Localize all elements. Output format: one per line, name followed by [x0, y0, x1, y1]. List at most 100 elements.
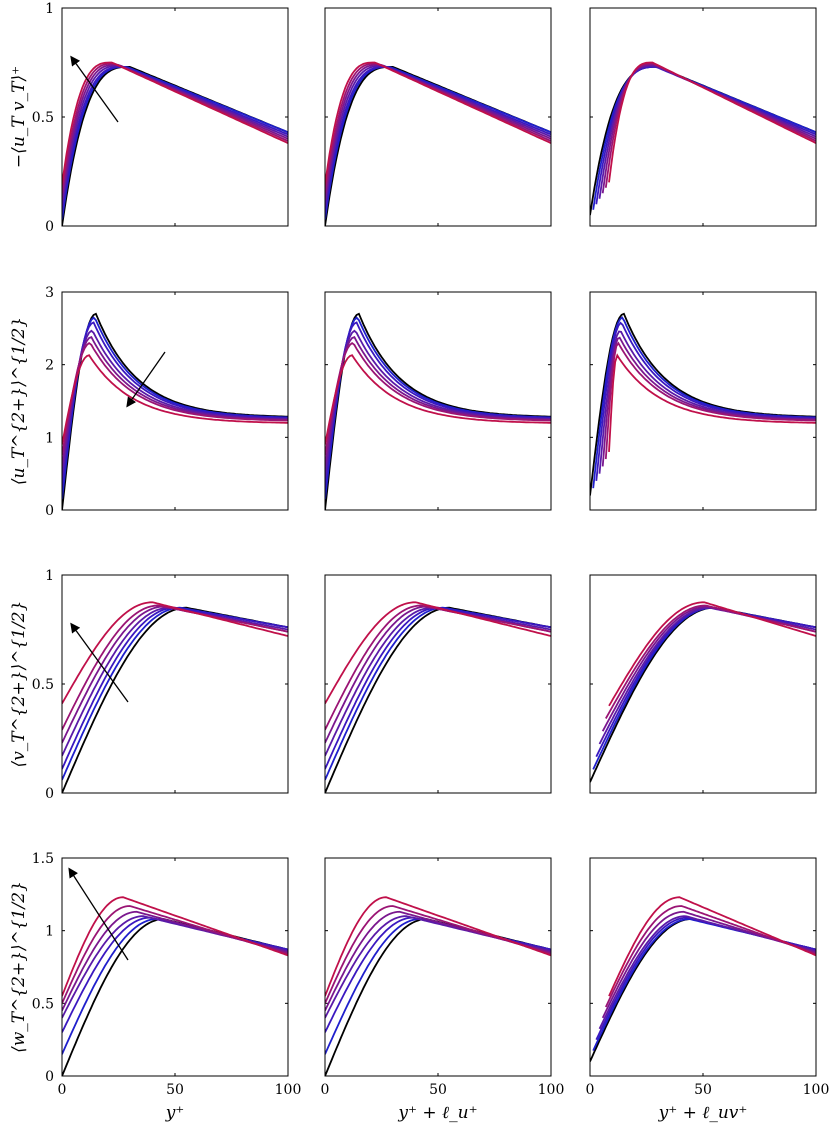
column-label-3: y⁺ + ℓ_uv⁺ — [658, 1103, 748, 1123]
series-line-4 — [325, 606, 551, 757]
x-tick-label: 50 — [166, 1082, 184, 1098]
panel-frame — [324, 7, 552, 227]
series-line-4 — [598, 606, 816, 745]
panel-r2-c3 — [589, 291, 817, 511]
y-tick-label: 0 — [45, 786, 54, 802]
series-line-3 — [325, 606, 551, 770]
x-tick-label: 100 — [275, 1082, 302, 1098]
x-tick-label: 0 — [58, 1082, 67, 1098]
x-tick-label: 50 — [694, 1082, 712, 1098]
panel-frame — [61, 291, 289, 511]
series-line-6 — [605, 604, 816, 719]
trend-arrow — [68, 867, 129, 961]
series-line-2 — [62, 918, 288, 1055]
series-line-2 — [325, 66, 551, 220]
panel-r1-c2 — [324, 7, 552, 227]
series-line-6 — [604, 62, 816, 188]
panel-frame — [61, 7, 289, 227]
row-label-3: ⟨v_T^{2+}⟩^{1/2} — [9, 601, 29, 768]
y-tick-label: 0 — [45, 503, 54, 519]
panel-frame — [61, 574, 289, 794]
panel-r3-c2 — [324, 574, 552, 794]
panel-frame — [324, 291, 552, 511]
y-tick-label: 1 — [45, 1, 54, 17]
panel-frame — [589, 574, 817, 794]
y-tick-label: 1 — [45, 568, 54, 584]
series-line-7 — [325, 896, 551, 997]
y-tick-label: 0.5 — [32, 996, 54, 1012]
series-line-2 — [62, 66, 288, 220]
panel-r2-c1: 0 1 2 3 — [45, 285, 289, 519]
series-line-6 — [604, 341, 816, 460]
series-line-7 — [608, 896, 816, 997]
series-line-7 — [62, 61, 288, 185]
series-line-3 — [595, 321, 816, 481]
series-line-3 — [62, 321, 288, 489]
panel-frame — [589, 857, 817, 1077]
series-line-7 — [608, 601, 816, 707]
series-line-4 — [62, 606, 288, 757]
panel-r1-c3 — [589, 7, 817, 227]
x-tick-label: 0 — [586, 1082, 595, 1098]
y-tick-label: 0.5 — [32, 677, 54, 693]
panel-frame — [61, 857, 289, 1077]
series-line-7 — [608, 61, 816, 183]
trend-arrow — [126, 351, 166, 408]
x-tick-label: 100 — [803, 1082, 830, 1098]
series-line-6 — [325, 62, 551, 194]
panel-r1-c1: 00.51 — [32, 1, 289, 235]
series-line-3 — [62, 606, 288, 770]
x-tick-label: 0 — [321, 1082, 330, 1098]
y-tick-label: 0 — [45, 219, 54, 235]
x-tick-label: 100 — [538, 1082, 565, 1098]
panel-r4-c2: 0 50 100 — [321, 857, 565, 1098]
series-line-7 — [62, 354, 288, 445]
series-line-2 — [325, 918, 551, 1055]
series-line-1 — [590, 606, 816, 783]
panel-r2-c2 — [324, 291, 552, 511]
y-tick-label: 0 — [45, 1069, 54, 1085]
x-tick-label: 50 — [429, 1082, 447, 1098]
series-line-6 — [325, 604, 551, 731]
panel-r3-c1: 00.51 — [32, 568, 289, 802]
panel-frame — [589, 7, 817, 227]
series-line-2 — [325, 606, 551, 781]
series-line-7 — [62, 601, 288, 705]
panel-frame — [324, 574, 552, 794]
column-label-2: y⁺ + ℓ_u⁺ — [397, 1103, 477, 1123]
y-tick-label: 0.5 — [32, 110, 54, 126]
panel-r3-c3 — [589, 574, 817, 794]
row-label-1: −⟨u_T v_T⟩⁺ — [9, 66, 29, 168]
series-line-6 — [62, 604, 288, 731]
series-line-7 — [608, 353, 816, 452]
row-label-4: ⟨w_T^{2+}⟩^{1/2} — [9, 881, 29, 1053]
series-line-6 — [62, 341, 288, 456]
series-line-2 — [62, 606, 288, 781]
series-line-5 — [601, 63, 816, 194]
series-line-1 — [325, 606, 551, 793]
series-line-7 — [325, 61, 551, 185]
panel-r4-c1: 0 50 100 0 0.5 1 1.5 — [32, 851, 302, 1098]
series-line-4 — [598, 64, 816, 199]
row-label-2: ⟨u_T^{2+}⟩^{1/2} — [9, 317, 29, 485]
panel-frame — [324, 857, 552, 1077]
y-tick-label: 3 — [45, 285, 54, 301]
series-line-6 — [62, 62, 288, 194]
series-line-1 — [62, 606, 288, 793]
y-tick-label: 1 — [45, 430, 54, 446]
panel-r4-c3: 0 50 100 — [586, 857, 830, 1098]
column-label-1: y⁺ — [165, 1103, 185, 1123]
series-line-1 — [62, 312, 288, 510]
trend-arrow — [70, 55, 119, 123]
y-tick-label: 1 — [45, 924, 54, 940]
series-line-7 — [62, 896, 288, 997]
y-tick-label: 1.5 — [32, 851, 54, 867]
series-line-3 — [325, 321, 551, 489]
panel-frame — [589, 291, 817, 511]
y-tick-label: 2 — [45, 358, 54, 374]
series-line-7 — [325, 601, 551, 705]
series-line-7 — [325, 354, 551, 445]
series-line-1 — [325, 312, 551, 510]
trend-arrow — [70, 622, 129, 703]
